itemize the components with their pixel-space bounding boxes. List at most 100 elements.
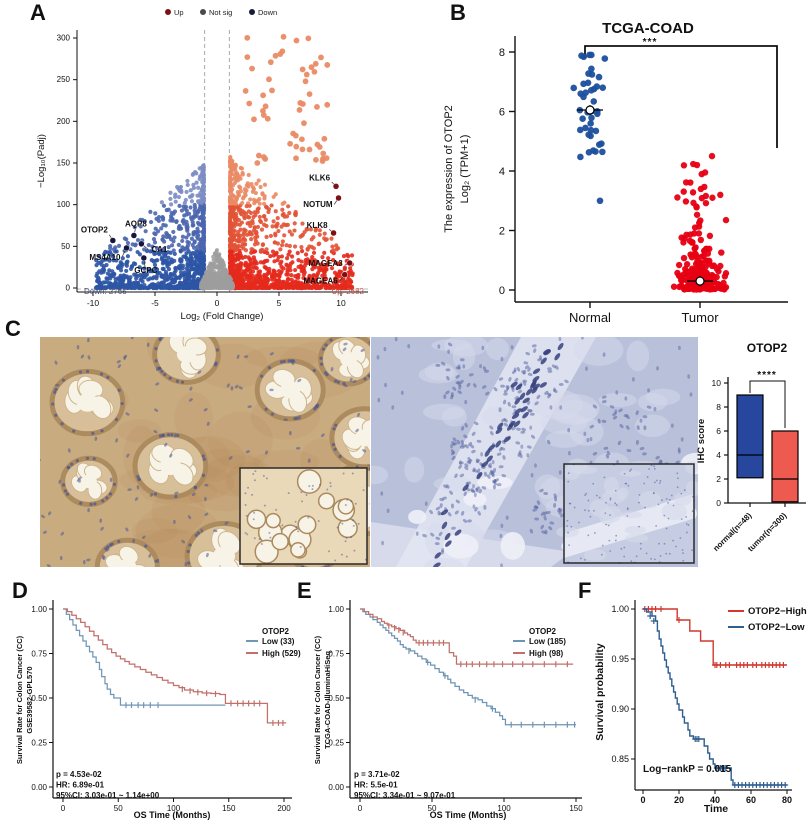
- svg-text:0: 0: [716, 498, 721, 508]
- svg-text:150: 150: [222, 804, 236, 813]
- svg-text:-5: -5: [151, 298, 159, 308]
- svg-text:1.00: 1.00: [31, 605, 47, 614]
- svg-text:Log₂ (Fold Change): Log₂ (Fold Change): [181, 311, 264, 322]
- svg-text:0: 0: [215, 298, 220, 308]
- svg-text:Log₂ (TPM+1): Log₂ (TPM+1): [459, 135, 471, 204]
- svg-text:IHC score: IHC score: [696, 419, 707, 463]
- svg-text:Survival probability: Survival probability: [594, 643, 606, 741]
- svg-text:OTOP2−High: OTOP2−High: [748, 606, 807, 617]
- svg-text:Down: Down: [258, 8, 277, 17]
- svg-text:300: 300: [57, 34, 71, 43]
- svg-text:0: 0: [640, 795, 645, 805]
- svg-text:0.90: 0.90: [611, 704, 629, 714]
- svg-text:Down: 2765: Down: 2765: [84, 287, 127, 296]
- svg-text:MS4A10: MS4A10: [89, 253, 121, 262]
- svg-text:KLK8: KLK8: [307, 221, 328, 230]
- svg-text:OTOP2: OTOP2: [262, 627, 290, 636]
- svg-text:Up: 2682: Up: 2682: [332, 287, 365, 296]
- svg-text:0: 0: [499, 285, 505, 297]
- svg-text:200: 200: [57, 117, 71, 126]
- svg-text:−Log₁₀(Padj): −Log₁₀(Padj): [36, 134, 47, 188]
- svg-text:8: 8: [499, 47, 505, 59]
- svg-text:10: 10: [336, 298, 346, 308]
- svg-text:100: 100: [57, 200, 71, 209]
- svg-text:KLK6: KLK6: [309, 173, 330, 182]
- svg-text:High (98): High (98): [529, 649, 564, 658]
- svg-text:0.00: 0.00: [31, 783, 47, 792]
- svg-text:95%CI: 3.34e-01 ~ 9.07e-01: 95%CI: 3.34e-01 ~ 9.07e-01: [354, 791, 456, 800]
- svg-text:Not sig: Not sig: [209, 8, 232, 17]
- panel-a-label: A: [30, 0, 46, 25]
- svg-text:TCGA-COAD: TCGA-COAD: [602, 20, 694, 37]
- svg-text:MAGEA6: MAGEA6: [303, 277, 338, 286]
- svg-text:TCGA-COAD-IlluminaHiSeq: TCGA-COAD-IlluminaHiSeq: [323, 651, 332, 749]
- svg-text:MAGEA3: MAGEA3: [308, 259, 343, 268]
- svg-text:Survival Rate for Colon Cancer: Survival Rate for Colon Cancer (CC): [313, 635, 322, 764]
- svg-text:OTOP2: OTOP2: [747, 341, 788, 355]
- svg-text:150: 150: [569, 804, 583, 813]
- panel-e-label: E: [297, 578, 312, 603]
- svg-text:Up: Up: [174, 8, 184, 17]
- svg-text:-10: -10: [87, 298, 100, 308]
- km-plot-gse39582: 1.000.750.500.250.000 50 100 150 200Survival…: [15, 600, 301, 820]
- svg-text:1.00: 1.00: [611, 604, 629, 614]
- svg-text:Time: Time: [704, 803, 728, 815]
- svg-text:Low (33): Low (33): [262, 637, 295, 646]
- svg-text:HR: 5.5e-01: HR: 5.5e-01: [354, 781, 398, 790]
- svg-text:0.25: 0.25: [31, 739, 47, 748]
- svg-text:GSE39582-GPL570: GSE39582-GPL570: [25, 666, 34, 733]
- svg-text:4: 4: [499, 166, 505, 178]
- svg-text:Survival Rate for Colon Cancer: Survival Rate for Colon Cancer (CC): [15, 635, 24, 764]
- panel-f-label: F: [578, 578, 592, 603]
- svg-text:GCPC: GCPC: [134, 266, 157, 275]
- svg-text:4: 4: [716, 450, 721, 460]
- svg-text:250: 250: [57, 75, 71, 84]
- svg-text:80: 80: [782, 795, 792, 805]
- panel-b-label: B: [450, 0, 466, 25]
- panel-d-label: D: [12, 578, 28, 603]
- svg-text:0.85: 0.85: [611, 754, 629, 764]
- svg-text:High (529): High (529): [262, 649, 301, 658]
- svg-text:****: ****: [757, 370, 777, 381]
- svg-text:50: 50: [114, 804, 123, 813]
- volcano-plot: 0 50 100 150 200 250 300 -10 -5 0 5 10 Log₂ (Fold Ch…: [36, 8, 368, 322]
- svg-text:The expression of OTOP2: The expression of OTOP2: [443, 105, 455, 233]
- svg-text:OTOP2: OTOP2: [529, 627, 557, 636]
- ihc-image-tumor-tissue: [371, 337, 698, 567]
- svg-text:0: 0: [61, 804, 66, 813]
- svg-text:OTOP2−Low: OTOP2−Low: [748, 622, 805, 633]
- svg-text:Low (185): Low (185): [529, 637, 566, 646]
- svg-text:1.00: 1.00: [328, 605, 344, 614]
- svg-text:p = 3.71e-02: p = 3.71e-02: [354, 770, 400, 779]
- svg-text:HR: 6.89e-01: HR: 6.89e-01: [56, 781, 105, 790]
- svg-text:0.00: 0.00: [328, 783, 344, 792]
- panel-c-label: C: [5, 316, 21, 341]
- svg-text:2: 2: [499, 226, 505, 238]
- svg-text:6: 6: [716, 426, 721, 436]
- svg-text:50: 50: [61, 242, 70, 251]
- svg-text:5: 5: [277, 298, 282, 308]
- svg-text:OS Time (Months): OS Time (Months): [134, 810, 211, 820]
- svg-text:Log−rankP = 0.015: Log−rankP = 0.015: [643, 764, 732, 775]
- svg-text:95%CI: 3.03e-01 ~ 1.14e+00: 95%CI: 3.03e-01 ~ 1.14e+00: [56, 791, 160, 800]
- svg-text:OTOP2: OTOP2: [81, 226, 109, 235]
- svg-text:200: 200: [277, 804, 291, 813]
- svg-text:8: 8: [716, 402, 721, 412]
- ihc-image-normal-tissue: [40, 337, 370, 567]
- svg-text:p = 4.53e-02: p = 4.53e-02: [56, 770, 102, 779]
- svg-text:2: 2: [716, 474, 721, 484]
- svg-text:OS Time (Months): OS Time (Months): [430, 810, 507, 820]
- svg-text:0: 0: [66, 284, 71, 293]
- svg-text:150: 150: [57, 159, 71, 168]
- svg-text:10: 10: [712, 378, 722, 388]
- svg-text:Tumor: Tumor: [681, 310, 719, 325]
- svg-text:NOTUM: NOTUM: [303, 200, 333, 209]
- svg-text:0: 0: [358, 804, 363, 813]
- svg-text:AQP8: AQP8: [125, 220, 147, 229]
